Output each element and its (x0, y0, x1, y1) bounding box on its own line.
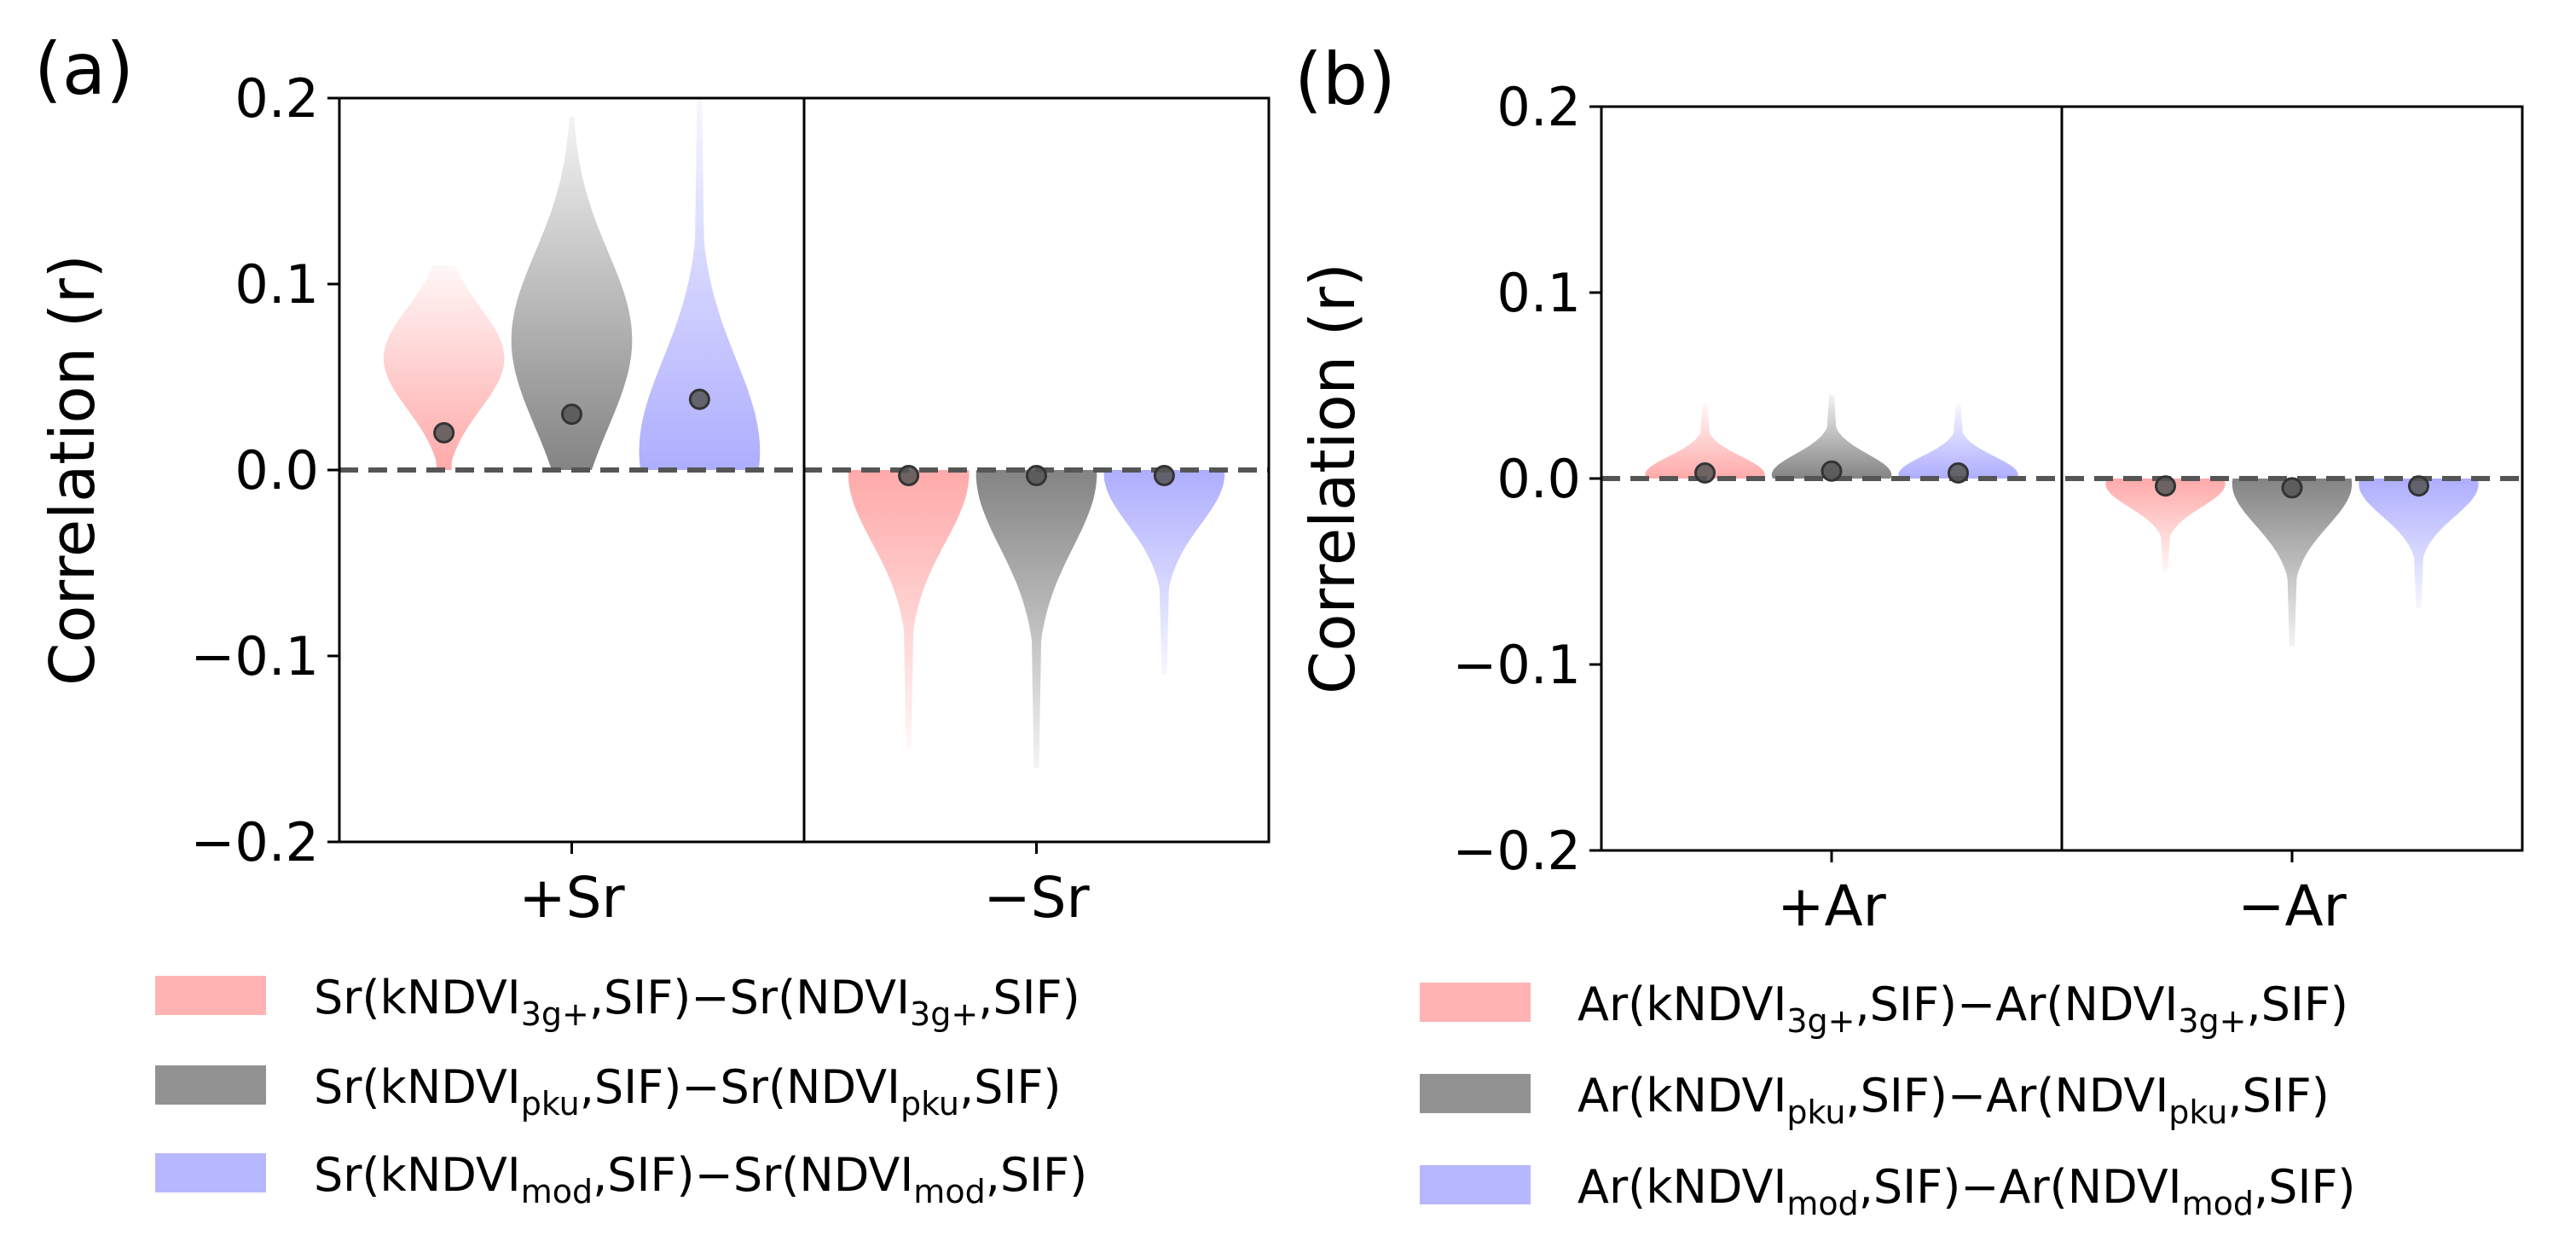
y-tick-label: −0.1 (1452, 634, 1581, 696)
y-tick-label: 0.2 (234, 67, 319, 130)
mean-dot-kndvi_3g-1 (2155, 475, 2176, 497)
category-label: +Sr (518, 865, 625, 931)
legend-swatch-kndvi_3g (155, 976, 266, 1015)
legend-label: Sr(kNDVIpku,SIF)−Sr(NDVIpku,SIF) (314, 1060, 1062, 1123)
legend-label: Sr(kNDVImod,SIF)−Sr(NDVImod,SIF) (314, 1148, 1087, 1210)
violin-kndvi_3g-0 (383, 265, 505, 470)
violin-kndvi_pku-1 (975, 470, 1097, 768)
violin-kndvi_pku-1 (2232, 479, 2353, 647)
y-tick-label: −0.1 (190, 625, 319, 688)
mean-dot-kndvi_mod-0 (1948, 461, 1969, 484)
legend-label: Ar(kNDVIpku,SIF)−Ar(NDVIpku,SIF) (1577, 1069, 2330, 1131)
legend-swatch-kndvi_mod (155, 1153, 266, 1192)
y-tick-label: 0.2 (1496, 76, 1581, 138)
violin-kndvi_3g-1 (2105, 479, 2226, 571)
mean-dot-kndvi_pku-0 (561, 403, 582, 426)
legend-label: Ar(kNDVImod,SIF)−Ar(NDVImod,SIF) (1577, 1160, 2356, 1222)
violin-kndvi_mod-0 (1898, 403, 2018, 479)
mean-dot-kndvi_mod-0 (688, 388, 710, 410)
y-axis-label: Correlation (r) (37, 254, 108, 686)
mean-dot-kndvi_mod-1 (2408, 475, 2429, 497)
legend-label: Ar(kNDVI3g+,SIF)−Ar(NDVI3g+,SIF) (1577, 978, 2348, 1040)
violin-kndvi_mod-1 (2359, 479, 2479, 609)
category-label: +Ar (1777, 873, 1886, 939)
legend-swatch-kndvi_mod (1420, 1165, 1531, 1204)
panel-label: (b) (1294, 38, 1396, 121)
mean-dot-kndvi_3g-0 (1694, 461, 1716, 484)
y-tick-label: −0.2 (190, 811, 319, 873)
mean-dot-kndvi_pku-1 (1026, 465, 1047, 487)
violin-kndvi_pku-0 (511, 116, 633, 471)
y-axis-label: Correlation (r) (1297, 263, 1369, 694)
panel-a: −0.2 −0.1 0.0 0.1 0.2 +Sr −Sr Correlation (r) (a… (34, 27, 1271, 1210)
legend-swatch-kndvi_pku (1420, 1074, 1531, 1113)
y-tick-label: −0.2 (1452, 820, 1581, 882)
y-tick-label: 0.1 (234, 253, 319, 316)
mean-dot-kndvi_pku-0 (1821, 460, 1843, 482)
violin-kndvi_mod-0 (639, 98, 761, 470)
mean-dot-kndvi_mod-1 (1153, 465, 1175, 487)
category-label: −Sr (983, 865, 1090, 931)
y-tick-label: 0.0 (234, 439, 319, 502)
mean-dot-kndvi_3g-1 (898, 465, 920, 487)
violin-kndvi_mod-1 (1103, 470, 1225, 675)
legend-swatch-kndvi_3g (1420, 983, 1531, 1022)
y-tick-label: 0.0 (1496, 448, 1581, 510)
violin-kndvi_3g-1 (848, 470, 970, 749)
violin-kndvi_3g-0 (1645, 403, 1765, 479)
mean-dot-kndvi_3g-0 (433, 421, 455, 444)
mean-dot-kndvi_pku-1 (2281, 477, 2303, 499)
panel-label: (a) (34, 27, 134, 111)
violin-kndvi_pku-0 (1771, 394, 1892, 479)
category-label: −Ar (2237, 873, 2347, 939)
panel-b: −0.2 −0.1 0.0 0.1 0.2 +Ar −Ar Correlation (r) (b… (1294, 38, 2524, 1222)
legend-swatch-kndvi_pku (155, 1065, 266, 1105)
y-tick-label: 0.1 (1496, 262, 1581, 324)
legend-label: Sr(kNDVI3g+,SIF)−Sr(NDVI3g+,SIF) (314, 971, 1080, 1033)
